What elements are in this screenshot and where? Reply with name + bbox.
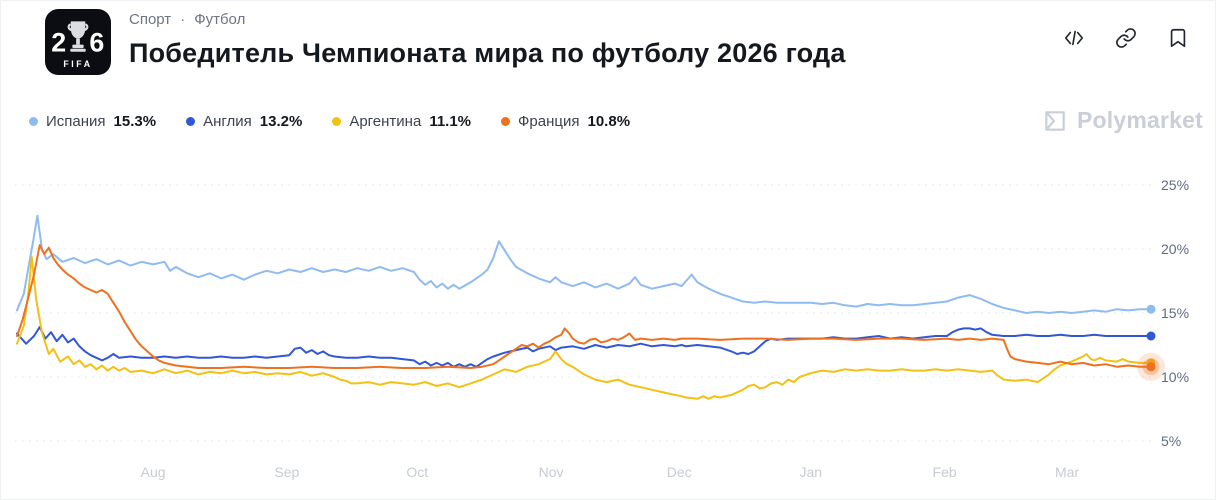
x-axis-tick-label: Feb bbox=[933, 464, 957, 480]
embed-button[interactable] bbox=[1063, 27, 1085, 49]
series-endpoint-spain bbox=[1146, 304, 1156, 314]
x-axis-tick-label: Aug bbox=[141, 464, 166, 480]
legend-item-england[interactable]: Англия 13.2% bbox=[186, 113, 302, 130]
x-axis-tick-label: Oct bbox=[406, 464, 428, 480]
x-axis-tick-label: Sep bbox=[274, 464, 299, 480]
legend-item-spain[interactable]: Испания 15.3% bbox=[29, 113, 156, 130]
legend-label: Франция bbox=[518, 113, 580, 130]
page-title: Победитель Чемпионата мира по футболу 20… bbox=[129, 38, 846, 68]
x-axis-tick-label: Dec bbox=[667, 464, 692, 480]
probability-chart[interactable]: 5% 10% 15% 20% 25% Aug Sep Oct Nov Dec Jan Feb Mar bbox=[1, 151, 1216, 496]
series-line-spain bbox=[16, 214, 1152, 314]
polymarket-wordmark: Polymarket bbox=[1076, 107, 1203, 133]
breadcrumb-separator: · bbox=[180, 11, 186, 28]
logo-fifa-caption: FIFA bbox=[63, 59, 92, 69]
chart-area: 5% 10% 15% 20% 25% Aug Sep Oct Nov Dec Jan Feb Mar bbox=[1, 151, 1216, 496]
x-axis-tick-label: Jan bbox=[800, 464, 823, 480]
bookmark-icon bbox=[1170, 28, 1186, 48]
series-endpoint-england bbox=[1146, 331, 1156, 341]
series-line-france bbox=[16, 244, 1152, 369]
y-axis-tick-label: 25% bbox=[1161, 177, 1189, 193]
polymarket-logo-icon bbox=[1045, 110, 1065, 131]
x-axis-tick-label: Nov bbox=[539, 464, 564, 480]
legend: Испания 15.3% Англия 13.2% Аргентина 11.… bbox=[29, 113, 630, 130]
logo-digit-6: 6 bbox=[89, 27, 104, 57]
bookmark-button[interactable] bbox=[1167, 27, 1189, 49]
legend-dot-argentina bbox=[332, 117, 342, 126]
header: 2 6 FIFA Спорт · Футбол Победитель Чемпи… bbox=[45, 9, 1189, 75]
legend-dot-spain bbox=[29, 117, 38, 126]
fifa-world-cup-2026-logo: 2 6 FIFA bbox=[45, 9, 111, 75]
legend-label: Англия bbox=[203, 113, 252, 130]
logo-digit-2: 2 bbox=[51, 27, 66, 57]
breadcrumb-subcategory[interactable]: Футбол bbox=[194, 11, 246, 28]
link-icon bbox=[1116, 28, 1136, 48]
trophy-icon bbox=[67, 21, 89, 52]
breadcrumb-category[interactable]: Спорт bbox=[129, 11, 172, 28]
legend-value: 11.1% bbox=[429, 113, 472, 130]
legend-dot-england bbox=[186, 117, 196, 126]
legend-value: 15.3% bbox=[113, 113, 157, 130]
x-axis-tick-label: Mar bbox=[1055, 464, 1079, 480]
polymarket-watermark: Polymarket bbox=[1042, 107, 1203, 134]
legend-value: 13.2% bbox=[259, 113, 303, 130]
legend-dot-france bbox=[501, 117, 511, 126]
y-axis-tick-label: 10% bbox=[1161, 369, 1189, 385]
legend-value: 10.8% bbox=[587, 113, 631, 130]
y-axis-tick-label: 5% bbox=[1161, 433, 1181, 449]
y-axis-tick-label: 20% bbox=[1161, 241, 1189, 257]
y-axis-tick-label: 15% bbox=[1161, 305, 1189, 321]
header-text: Спорт · Футбол Победитель Чемпионата мир… bbox=[129, 9, 846, 69]
legend-item-argentina[interactable]: Аргентина 11.1% bbox=[332, 113, 471, 130]
legend-item-france[interactable]: Франция 10.8% bbox=[501, 113, 630, 130]
breadcrumb: Спорт · Футбол bbox=[129, 11, 846, 28]
legend-label: Аргентина bbox=[349, 113, 422, 130]
header-actions bbox=[1063, 27, 1189, 49]
series-line-england bbox=[16, 326, 1152, 368]
copy-link-button[interactable] bbox=[1115, 27, 1137, 49]
legend-label: Испания bbox=[46, 113, 106, 130]
code-icon bbox=[1064, 30, 1084, 46]
series-line-argentina bbox=[16, 255, 1152, 400]
series-endpoint-france bbox=[1146, 362, 1156, 372]
